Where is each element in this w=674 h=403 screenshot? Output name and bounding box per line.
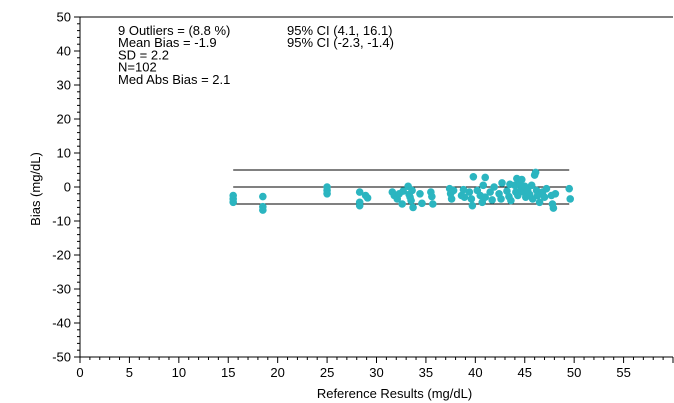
data-point (540, 193, 549, 201)
x-tick-label: 25 (320, 365, 334, 380)
stat-line: N=102 (118, 60, 157, 75)
y-tick-label: 40 (57, 44, 71, 59)
data-point (398, 200, 406, 208)
y-tick-label: -40 (52, 316, 71, 331)
data-point (517, 175, 526, 184)
data-point (481, 173, 490, 182)
data-point (460, 193, 469, 201)
data-point (428, 192, 436, 201)
data-point (481, 193, 490, 201)
data-point (507, 196, 515, 205)
data-point (355, 201, 364, 210)
x-tick-label: 5 (126, 365, 133, 380)
data-point (467, 195, 476, 203)
data-point (566, 195, 575, 203)
data-point (531, 168, 540, 177)
data-point (416, 190, 424, 198)
stats-annotation: 9 Outliers = (8.8 %)Mean Bias = -1.9SD =… (118, 23, 394, 87)
data-point (447, 195, 456, 203)
data-point (465, 188, 474, 196)
y-tick-label: 30 (57, 78, 71, 93)
stat-line: Mean Bias = -1.9 (118, 35, 217, 50)
data-point (497, 195, 505, 203)
data-point (469, 173, 478, 181)
y-tick-label: -20 (52, 248, 71, 263)
data-point (259, 206, 267, 214)
data-point (363, 194, 372, 202)
data-point (551, 190, 560, 198)
x-tick-label: 55 (616, 365, 630, 380)
data-points (229, 168, 575, 214)
y-axis-title: Bias (mg/dL) (28, 152, 43, 226)
data-point (527, 181, 536, 190)
y-axis: -50 -40 -30 -20 -10 0 10 20 30 40 50 (52, 10, 80, 365)
y-tick-label: 50 (57, 10, 71, 25)
data-point (429, 200, 437, 208)
y-tick-label: -50 (52, 350, 71, 365)
data-point (514, 191, 522, 200)
x-axis-title: Reference Results (mg/dL) (317, 386, 472, 401)
data-point (409, 203, 417, 212)
x-tick-label: 40 (468, 365, 482, 380)
data-point (407, 196, 415, 205)
data-point (355, 188, 364, 196)
y-tick-label: -10 (52, 214, 71, 229)
y-tick-label: 20 (57, 112, 71, 127)
data-point (323, 190, 331, 198)
x-tick-label: 35 (419, 365, 433, 380)
x-tick-label: 45 (518, 365, 532, 380)
ci-line: 95% CI (-2.3, -1.4) (287, 35, 394, 50)
y-tick-label: 10 (57, 146, 71, 161)
data-point (468, 201, 477, 210)
y-tick-label: -30 (52, 282, 71, 297)
data-point (229, 198, 237, 207)
data-point (542, 184, 551, 193)
data-point (490, 183, 498, 191)
x-tick-label: 20 (270, 365, 284, 380)
x-tick-label: 0 (76, 365, 83, 380)
data-point (459, 185, 468, 194)
data-point (408, 186, 416, 195)
ci-line: 95% CI (4.1, 16.1) (287, 23, 393, 38)
data-point (259, 192, 267, 201)
stat-line: SD = 2.2 (118, 47, 169, 62)
data-point (486, 188, 494, 196)
data-point (449, 186, 458, 195)
x-tick-label: 15 (221, 365, 235, 380)
data-point (565, 184, 574, 193)
stat-line: 9 Outliers = (8.8 %) (118, 23, 230, 38)
x-axis: 0 5 10 15 20 25 30 35 40 45 50 55 (76, 357, 674, 380)
x-tick-label: 30 (369, 365, 383, 380)
data-point (488, 196, 496, 204)
x-tick-label: 50 (567, 365, 581, 380)
x-tick-label: 10 (172, 365, 186, 380)
data-point (535, 198, 544, 207)
data-point (479, 181, 488, 190)
data-point (498, 179, 506, 187)
data-point (323, 183, 331, 191)
data-point (418, 199, 426, 208)
stat-line: Med Abs Bias = 2.1 (118, 72, 230, 87)
data-point (399, 187, 407, 195)
data-point (549, 204, 558, 212)
y-tick-label: 0 (64, 180, 71, 195)
